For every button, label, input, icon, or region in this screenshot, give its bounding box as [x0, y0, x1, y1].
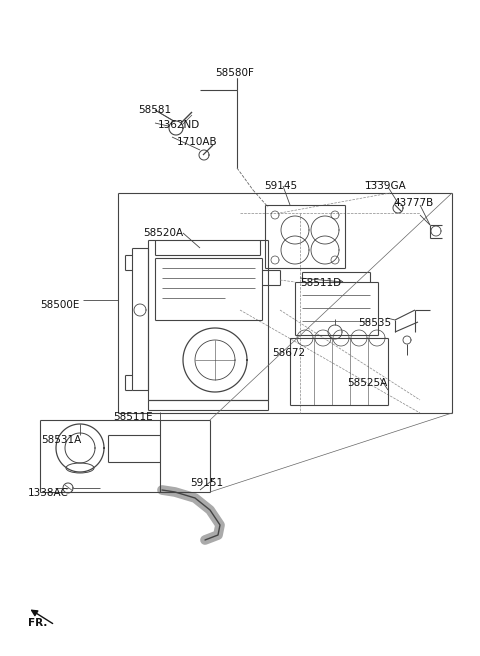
Text: 58525A: 58525A: [347, 378, 387, 388]
Text: 58531A: 58531A: [41, 435, 81, 445]
Text: 58672: 58672: [272, 348, 305, 358]
Text: FR.: FR.: [28, 618, 48, 628]
Text: 58581: 58581: [138, 105, 171, 115]
Text: 58535: 58535: [358, 318, 391, 328]
Text: 1339GA: 1339GA: [365, 181, 407, 191]
Text: 59151: 59151: [190, 478, 223, 488]
Text: 58580F: 58580F: [215, 68, 254, 78]
Text: 1338AC: 1338AC: [28, 488, 69, 498]
Text: 58520A: 58520A: [143, 228, 183, 238]
Text: 58511E: 58511E: [113, 412, 153, 422]
Text: 43777B: 43777B: [393, 198, 433, 208]
Text: 59145: 59145: [264, 181, 297, 191]
Text: 1362ND: 1362ND: [158, 120, 200, 130]
Text: 58511D: 58511D: [300, 278, 341, 288]
Text: 1710AB: 1710AB: [177, 137, 217, 147]
Text: 58500E: 58500E: [40, 300, 79, 310]
